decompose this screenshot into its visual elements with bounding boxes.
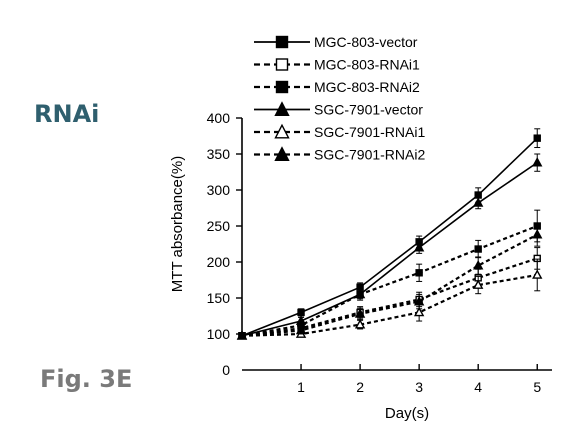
data-point-sgc-7901-rnai2: [354, 308, 366, 318]
figure-label: Fig. 3E: [40, 365, 133, 393]
legend-label-mgc-803-rnai1: MGC-803-RNAi1: [314, 57, 420, 73]
legend-label-sgc-7901-vector: SGC-7901-vector: [314, 102, 423, 118]
series-line-sgc-7901-vector: [241, 161, 538, 337]
legend-marker-sgc-7901-vector: [274, 101, 290, 116]
data-point-sgc-7901-vector: [413, 241, 425, 252]
legend-label-sgc-7901-rnai1: SGC-7901-RNAi1: [314, 124, 425, 140]
legend-marker-mgc-803-vector: [275, 35, 289, 49]
legend-marker-mgc-803-rnai2: [275, 80, 289, 94]
legend-marker-sgc-7901-rnai2: [274, 146, 290, 161]
data-point-sgc-7901-vector: [295, 315, 307, 325]
x-tick-label: 4: [474, 379, 482, 395]
data-point-sgc-7901-rnai2: [532, 229, 543, 239]
series-line-mgc-803-rnai1: [241, 257, 538, 337]
data-point-sgc-7901-rnai2: [295, 324, 307, 335]
data-point-sgc-7901-rnai1: [354, 319, 366, 329]
x-tick-label: 2: [356, 379, 364, 395]
data-point-sgc-7901-rnai1: [413, 306, 425, 317]
x-axis-title: Day(s): [385, 405, 429, 422]
data-point-sgc-7901-rnai2: [236, 330, 248, 340]
x-tick-label: 5: [533, 379, 541, 395]
data-point-sgc-7901-rnai2: [413, 295, 425, 306]
data-point-sgc-7901-rnai1: [473, 279, 484, 289]
x-tick-label: 1: [297, 379, 305, 395]
y-tick-label: 100: [207, 326, 231, 342]
y-tick-label: 150: [207, 290, 231, 306]
legend-label-mgc-803-rnai2: MGC-803-RNAi2: [314, 79, 420, 95]
data-point-sgc-7901-vector: [532, 157, 543, 167]
series-line-mgc-803-vector: [241, 137, 538, 337]
y-tick-label: 300: [207, 182, 231, 198]
data-point-mgc-803-vector: [297, 308, 305, 317]
legend-label-sgc-7901-rnai2: SGC-7901-RNAi2: [314, 147, 425, 163]
y-axis-title: MTT absorbance(%): [169, 156, 186, 292]
y-tick-label: 200: [207, 254, 231, 270]
series-line-sgc-7901-rnai1: [241, 273, 538, 337]
y-tick-label: 250: [207, 218, 231, 234]
data-point-mgc-803-rnai2: [474, 245, 482, 253]
series-line-sgc-7901-rnai2: [241, 233, 538, 337]
data-point-sgc-7901-vector: [473, 197, 484, 207]
data-point-mgc-803-vector: [533, 134, 541, 142]
data-point-sgc-7901-vector: [354, 288, 366, 299]
y-tick-label: 0: [222, 362, 230, 378]
data-point-sgc-7901-rnai1: [532, 269, 543, 279]
x-tick-label: 3: [415, 379, 423, 395]
data-point-sgc-7901-rnai2: [473, 259, 484, 270]
data-point-mgc-803-rnai2: [415, 269, 423, 277]
panel-label: RNAi: [34, 100, 100, 128]
legend-marker-sgc-7901-rnai1: [274, 123, 290, 139]
legend-marker-mgc-803-rnai1: [275, 58, 289, 71]
y-tick-label: 350: [207, 146, 231, 162]
series-line-mgc-803-rnai2: [241, 224, 538, 337]
y-tick-label: 400: [207, 110, 231, 126]
legend-label-mgc-803-vector: MGC-803-vector: [314, 34, 418, 50]
